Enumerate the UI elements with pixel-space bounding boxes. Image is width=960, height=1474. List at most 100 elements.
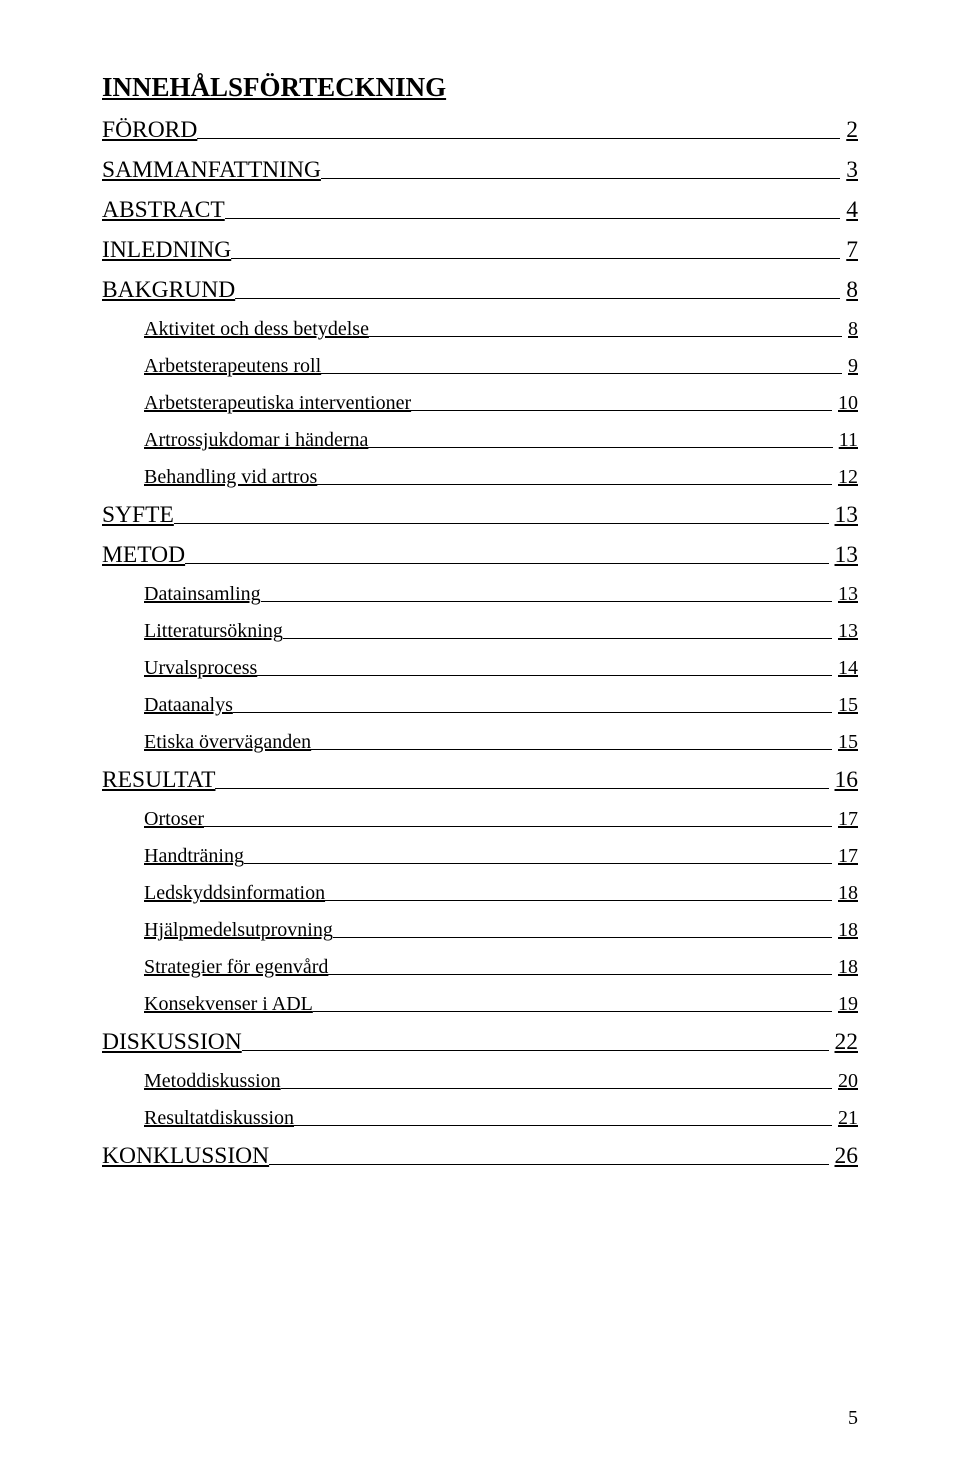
toc-entry: Urvalsprocess 14 — [144, 657, 858, 680]
toc-entry-page: 16 — [831, 767, 859, 794]
toc-entry: Litteratursökning13 — [144, 620, 858, 643]
toc-entry: BAKGRUND 8 — [102, 277, 858, 304]
toc-entry: Hjälpmedelsutprovning 18 — [144, 919, 858, 942]
toc-entry-label: BAKGRUND — [102, 277, 235, 304]
toc-entry-label: Hjälpmedelsutprovning — [144, 919, 333, 942]
toc-leader-line — [368, 447, 832, 448]
toc-entry-page: 17 — [834, 808, 858, 831]
toc-leader-line — [294, 1125, 832, 1126]
toc-entry-page: 9 — [844, 355, 858, 378]
toc-entry-page: 15 — [834, 694, 858, 717]
toc-entry: Strategier för egenvård 18 — [144, 956, 858, 979]
toc-entry: Arbetsterapeutens roll 9 — [144, 355, 858, 378]
toc-leader-line — [233, 712, 832, 713]
toc-entry-label: Artrossjukdomar i händerna — [144, 429, 368, 452]
toc-entry: Behandling vid artros12 — [144, 466, 858, 489]
toc-entry: Artrossjukdomar i händerna 11 — [144, 429, 858, 452]
toc-entry-label: FÖRORD — [102, 117, 197, 144]
toc-leader-line — [328, 974, 832, 975]
toc-entry-label: Handträning — [144, 845, 244, 868]
toc-entry: SAMMANFATTNING 3 — [102, 157, 858, 184]
toc-entry: Metoddiskussion20 — [144, 1070, 858, 1093]
document-page: INNEHÅLSFÖRTECKNING FÖRORD 2 SAMMANFATTNIN… — [0, 0, 960, 1474]
toc-entry: ABSTRACT 4 — [102, 197, 858, 224]
toc-entry-label: SYFTE — [102, 502, 174, 529]
toc-entry-label: Behandling vid artros — [144, 466, 317, 489]
toc-entry: Ledskyddsinformation 18 — [144, 882, 858, 905]
toc-entry-page: 13 — [831, 542, 859, 569]
toc-leader-line — [311, 749, 832, 750]
toc-entry-page: 21 — [834, 1107, 858, 1130]
toc-entry: Aktivitet och dess betydelse8 — [144, 318, 858, 341]
toc-leader-line — [369, 336, 842, 337]
toc-entry-page: 4 — [842, 197, 858, 224]
toc-leader-line — [215, 788, 828, 789]
toc-leader-line — [325, 900, 832, 901]
toc-entry: METOD 13 — [102, 542, 858, 569]
toc-leader-line — [411, 410, 832, 411]
toc-entry: Resultatdiskussion 21 — [144, 1107, 858, 1130]
toc-entry: Handträning17 — [144, 845, 858, 868]
toc-entry-label: INLEDNING — [102, 237, 231, 264]
toc-entry-label: SAMMANFATTNING — [102, 157, 321, 184]
toc-entry-page: 10 — [834, 392, 858, 415]
toc-leader-line — [242, 1050, 829, 1051]
toc-entry: FÖRORD 2 — [102, 117, 858, 144]
toc-leader-line — [321, 373, 842, 374]
toc-entry: DISKUSSION22 — [102, 1029, 858, 1056]
toc-entry-label: RESULTAT — [102, 767, 215, 794]
toc-entry: RESULTAT 16 — [102, 767, 858, 794]
toc-leader-line — [313, 1011, 832, 1012]
toc-entry-label: Ledskyddsinformation — [144, 882, 325, 905]
toc-leader-line — [257, 675, 832, 676]
toc-entry-label: Ortoser — [144, 808, 204, 831]
toc-leader-line — [321, 178, 840, 179]
toc-entry-label: Urvalsprocess — [144, 657, 257, 680]
toc-entry-page: 3 — [842, 157, 858, 184]
toc-entry: Dataanalys15 — [144, 694, 858, 717]
toc-entry-page: 18 — [834, 956, 858, 979]
toc-entry-page: 14 — [834, 657, 858, 680]
toc-entry-label: Aktivitet och dess betydelse — [144, 318, 369, 341]
toc-entry-label: ABSTRACT — [102, 197, 225, 224]
toc-leader-line — [174, 523, 829, 524]
toc-entry-page: 18 — [834, 919, 858, 942]
toc-entry: Arbetsterapeutiska interventioner 10 — [144, 392, 858, 415]
toc-title: INNEHÅLSFÖRTECKNING — [102, 72, 858, 103]
toc-entry: SYFTE 13 — [102, 502, 858, 529]
toc-entry-label: Metoddiskussion — [144, 1070, 281, 1093]
toc-entry-label: METOD — [102, 542, 185, 569]
toc-entry-page: 11 — [835, 429, 858, 452]
toc-leader-line — [231, 258, 840, 259]
toc-list: FÖRORD 2 SAMMANFATTNING 3 ABSTRACT 4 INLEDNING… — [102, 117, 858, 1170]
toc-entry-label: Strategier för egenvård — [144, 956, 328, 979]
toc-entry-page: 13 — [834, 583, 858, 606]
toc-entry-page: 15 — [834, 731, 858, 754]
toc-entry-page: 19 — [834, 993, 858, 1016]
toc-leader-line — [269, 1164, 828, 1165]
toc-entry-page: 26 — [831, 1143, 859, 1170]
toc-leader-line — [185, 563, 828, 564]
toc-entry-label: KONKLUSSION — [102, 1143, 269, 1170]
toc-entry-page: 22 — [831, 1029, 859, 1056]
toc-entry-page: 2 — [842, 117, 858, 144]
toc-leader-line — [317, 484, 832, 485]
toc-entry-page: 8 — [842, 277, 858, 304]
toc-leader-line — [235, 298, 840, 299]
toc-entry-label: Arbetsterapeutens roll — [144, 355, 321, 378]
toc-leader-line — [244, 863, 832, 864]
toc-entry-page: 13 — [831, 502, 859, 529]
toc-leader-line — [225, 218, 841, 219]
toc-leader-line — [333, 937, 832, 938]
toc-entry-label: Datainsamling — [144, 583, 261, 606]
toc-leader-line — [204, 826, 832, 827]
toc-entry-page: 18 — [834, 882, 858, 905]
toc-entry-page: 7 — [842, 237, 858, 264]
page-number-footer: 5 — [848, 1407, 858, 1430]
toc-leader-line — [281, 1088, 832, 1089]
toc-entry-label: Arbetsterapeutiska interventioner — [144, 392, 411, 415]
toc-entry-label: Resultatdiskussion — [144, 1107, 294, 1130]
toc-entry-label: Konsekvenser i ADL — [144, 993, 313, 1016]
toc-entry: INLEDNING 7 — [102, 237, 858, 264]
toc-entry: Konsekvenser i ADL 19 — [144, 993, 858, 1016]
